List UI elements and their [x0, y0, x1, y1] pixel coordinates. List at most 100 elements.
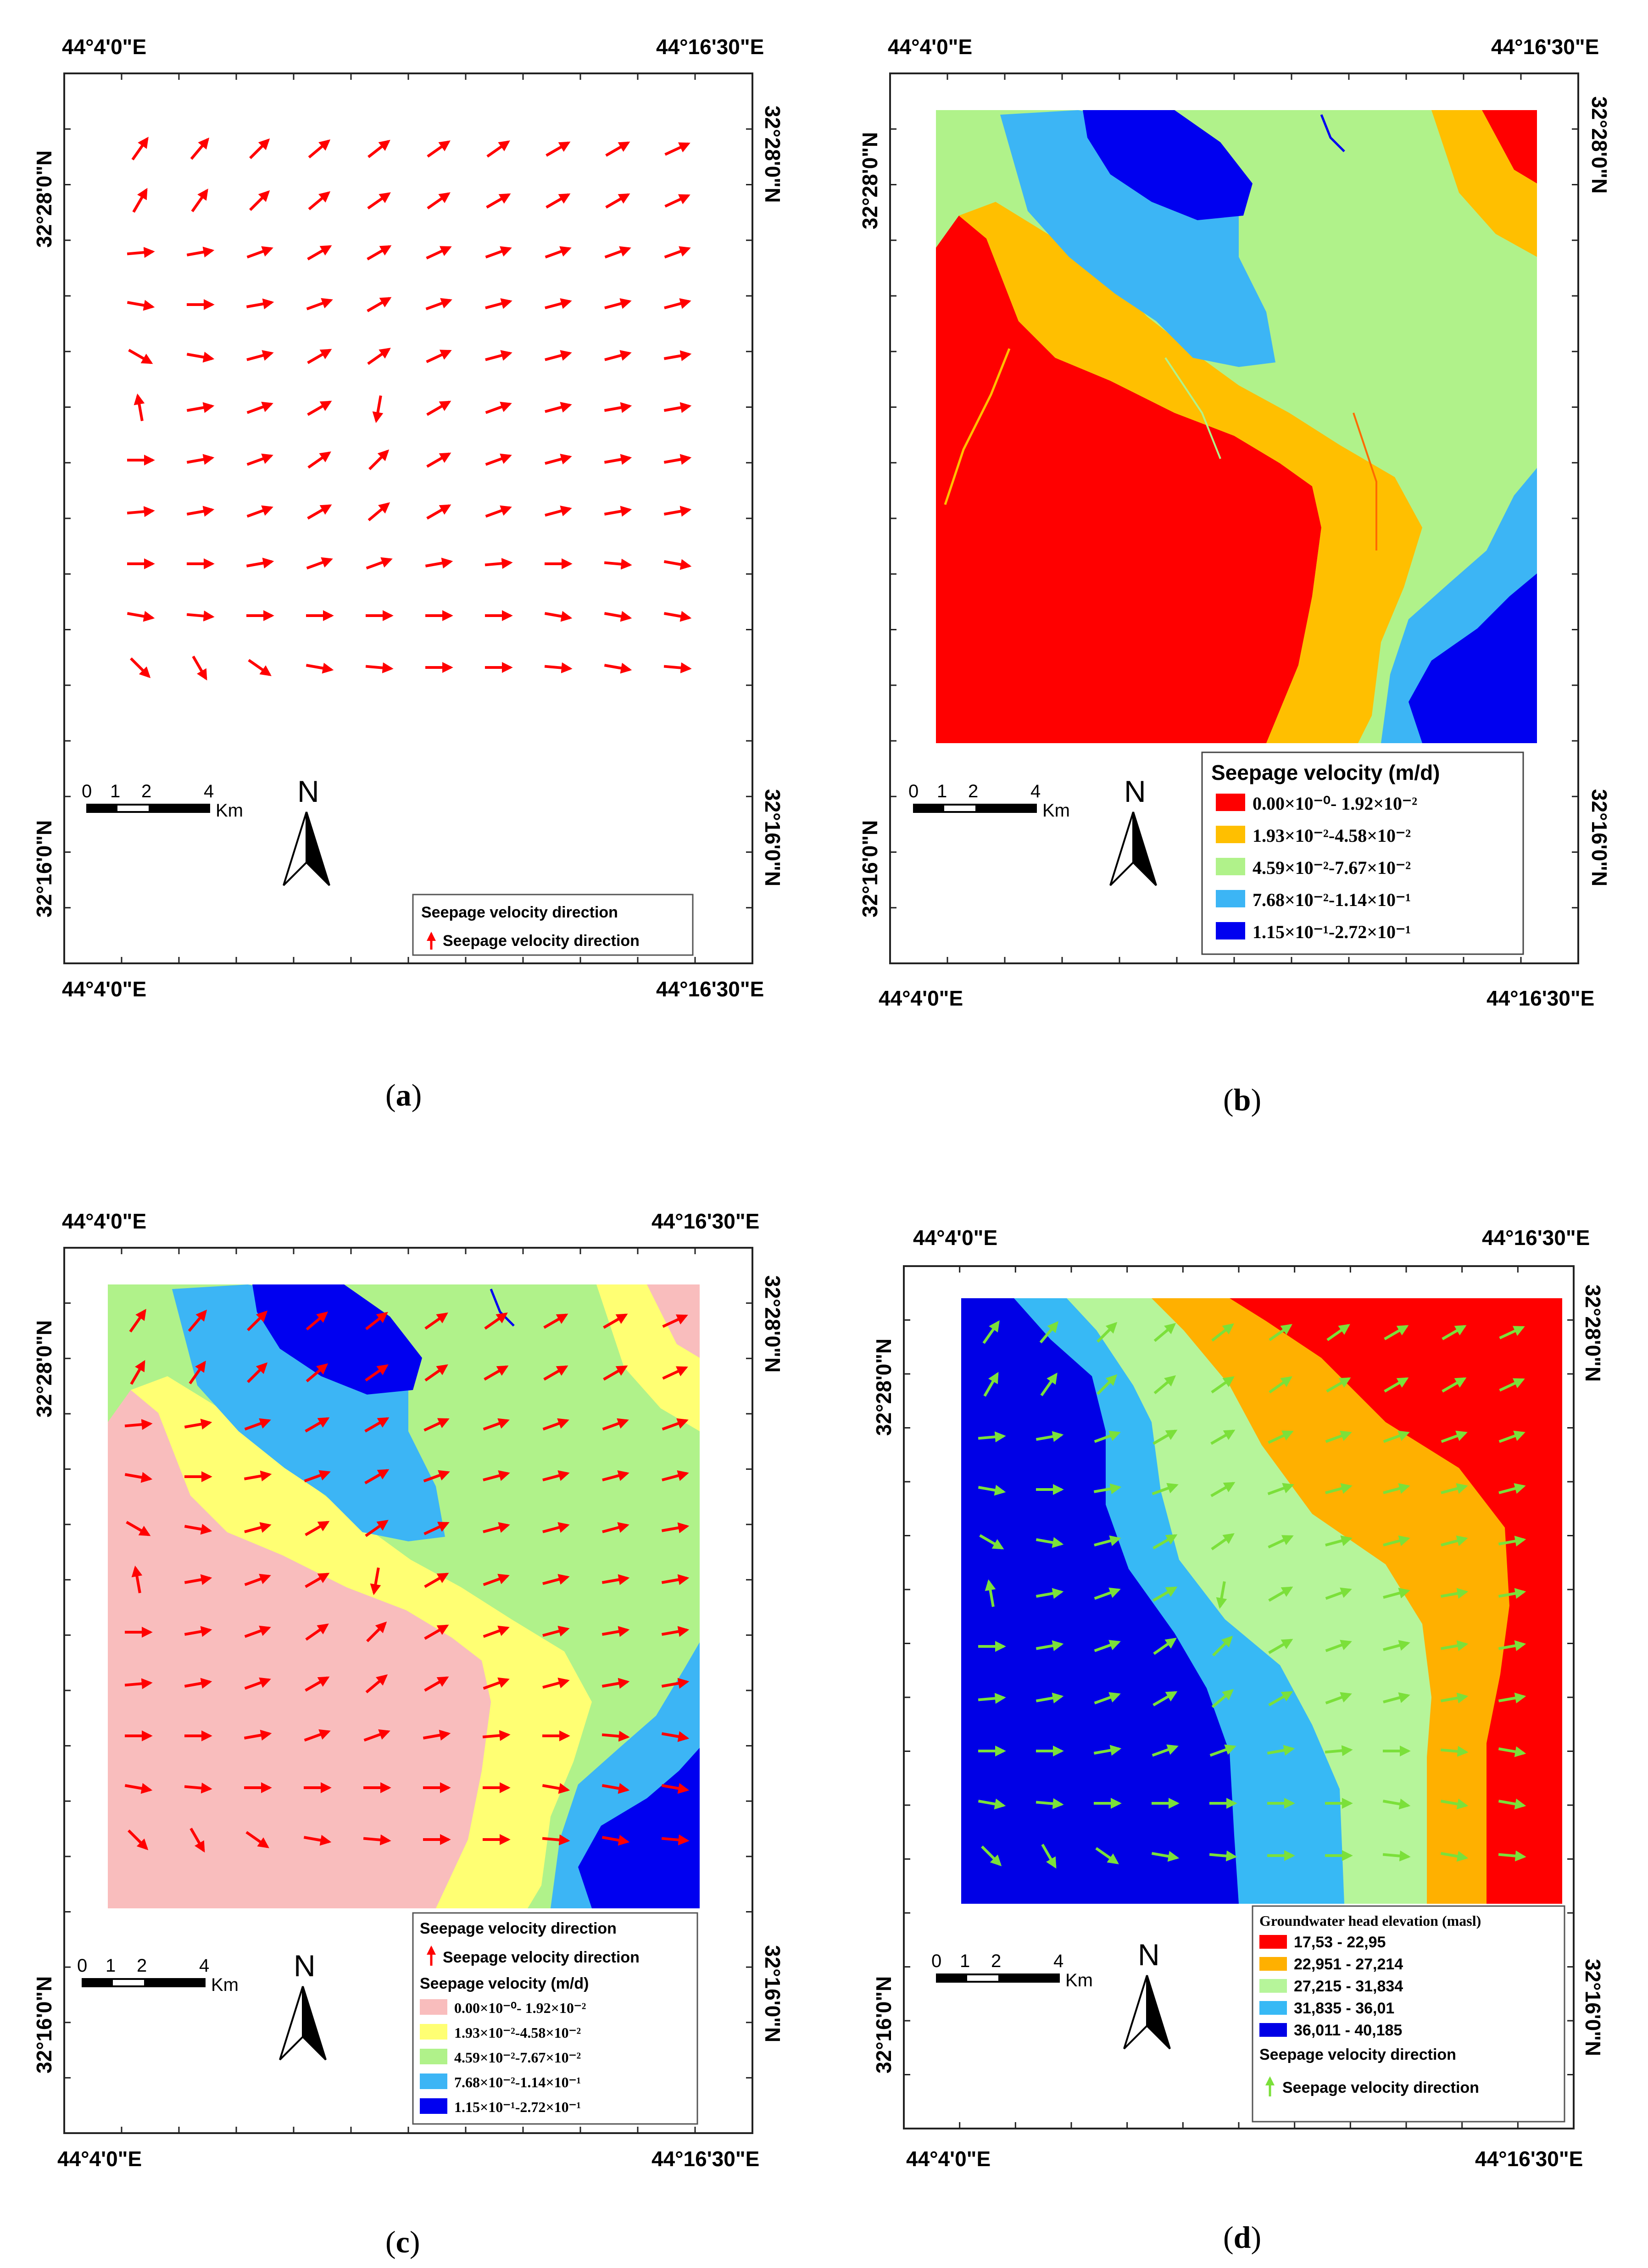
legend-label-4: 7.68×10⁻²-1.14×10⁻¹ — [454, 2074, 581, 2090]
velocity-arrow — [423, 1729, 451, 1741]
velocity-arrow — [424, 1624, 449, 1640]
velocity-arrow — [1325, 1587, 1352, 1600]
velocity-arrow — [1383, 1483, 1410, 1495]
panel-a-ticks — [64, 73, 752, 963]
velocity-arrow — [124, 1783, 153, 1794]
velocity-arrow — [367, 192, 391, 210]
panel-b-ticks — [890, 73, 1578, 963]
velocity-arrow — [1383, 1430, 1410, 1443]
panel-d-head-map — [961, 1298, 1562, 1904]
panel-c-north-arrow: N — [279, 1949, 327, 2061]
velocity-arrow — [1094, 1587, 1121, 1600]
velocity-arrow — [186, 610, 215, 622]
scale-unit: Km — [216, 800, 243, 821]
velocity-arrow — [366, 557, 393, 570]
velocity-arrow — [661, 1574, 690, 1585]
velocity-arrow — [978, 1798, 1006, 1810]
velocity-arrow — [542, 1678, 570, 1689]
velocity-arrow — [1498, 1746, 1526, 1757]
velocity-arrow — [1498, 1798, 1526, 1810]
velocity-arrow — [1036, 1692, 1064, 1704]
velocity-arrow — [1383, 1588, 1410, 1599]
scale-unit: Km — [1065, 1970, 1093, 1990]
velocity-arrow — [483, 1522, 510, 1534]
velocity-arrow — [601, 1678, 630, 1689]
velocity-arrow — [664, 298, 691, 310]
velocity-arrow — [542, 1574, 570, 1585]
velocity-arrow — [486, 140, 510, 158]
velocity-arrow — [1152, 1744, 1179, 1757]
velocity-arrow — [423, 1470, 450, 1483]
legend-swatch-2 — [1216, 826, 1245, 843]
velocity-arrow — [364, 1469, 390, 1484]
legend-swatch-1 — [1216, 794, 1245, 811]
velocity-arrow — [485, 505, 512, 518]
velocity-arrow — [244, 1625, 271, 1638]
panel-d-north-arrow: N — [1123, 1938, 1171, 2050]
scale-tick-4: 4 — [199, 1956, 209, 1976]
velocity-arrow — [664, 246, 691, 259]
velocity-arrow — [664, 142, 690, 156]
velocity-arrow — [1153, 1638, 1177, 1655]
velocity-arrow — [1212, 1635, 1233, 1657]
velocity-arrow — [1440, 1851, 1469, 1862]
panel-b-lon-west-top: 44°4'0"E — [888, 35, 972, 59]
velocity-arrow — [423, 1418, 450, 1432]
velocity-arrow — [307, 400, 332, 416]
scale-tick-4: 4 — [204, 781, 214, 801]
velocity-arrow — [542, 1470, 570, 1482]
velocity-arrow — [306, 557, 333, 570]
velocity-arrow — [663, 662, 692, 673]
velocity-arrow — [364, 1417, 390, 1433]
panel-c-lat-south-left: 32°16'0"N — [32, 1976, 56, 2073]
velocity-arrow — [1384, 1377, 1409, 1393]
velocity-arrow — [308, 191, 331, 211]
velocity-arrow — [1268, 1586, 1293, 1602]
velocity-arrow — [483, 1573, 510, 1586]
panel-d-lat-south-right: 32°16'0"N — [1581, 1959, 1605, 2056]
zone-mid-orange-ne — [1431, 110, 1537, 257]
panel-c-arrow-field — [124, 1309, 690, 1853]
velocity-arrow — [184, 1418, 212, 1430]
velocity-arrow — [367, 502, 390, 522]
panel-d-scale-bar: 0 1 2 4 Km — [931, 1951, 1093, 1990]
legend-direction-item: Seepage velocity direction — [1282, 2079, 1479, 2096]
scale-tick-0: 0 — [931, 1951, 941, 1971]
velocity-arrow — [131, 1565, 143, 1594]
velocity-arrow — [604, 506, 632, 517]
velocity-arrow — [426, 350, 452, 363]
velocity-arrow — [604, 662, 632, 674]
panel-a-north-arrow: N — [283, 774, 330, 886]
velocity-arrow — [1440, 1588, 1469, 1599]
velocity-arrow — [1498, 1640, 1526, 1651]
velocity-arrow — [249, 138, 270, 159]
legend-label-5: 1.15×10⁻¹-2.72×10⁻¹ — [454, 2099, 581, 2115]
velocity-arrow — [1210, 1429, 1236, 1445]
legend-head-2: 22,951 - 27,214 — [1294, 1956, 1403, 1973]
legend-direction-title: Seepage velocity direction — [420, 1920, 617, 1937]
velocity-arrow — [1498, 1588, 1526, 1599]
velocity-arrow — [127, 506, 155, 517]
velocity-arrow — [545, 454, 572, 465]
panel-b-lon-east-top: 44°16'30"E — [1491, 35, 1599, 59]
velocity-arrow — [306, 1363, 328, 1383]
zone-mid-orange — [959, 202, 1422, 743]
velocity-arrow — [372, 395, 384, 423]
velocity-arrow — [1382, 1850, 1411, 1862]
panel-a-lat-north-right: 32°28'0"N — [761, 106, 785, 203]
velocity-arrow — [542, 1626, 570, 1637]
velocity-arrow — [1093, 1745, 1122, 1756]
legend-head-4: 31,835 - 36,01 — [1294, 2000, 1394, 2017]
velocity-arrow — [1440, 1798, 1469, 1810]
velocity-arrow — [1325, 1430, 1352, 1443]
velocity-arrow — [134, 393, 145, 422]
panel-b-lat-north-right: 32°28'0"N — [1587, 96, 1611, 194]
velocity-arrow — [544, 662, 573, 673]
velocity-arrow — [186, 351, 215, 363]
velocity-arrow — [1499, 1378, 1525, 1392]
velocity-arrow — [424, 1676, 449, 1692]
velocity-arrow — [129, 1309, 146, 1333]
velocity-arrow — [1209, 1850, 1237, 1862]
legend-swatch-3 — [1216, 858, 1245, 875]
velocity-arrow — [1036, 1588, 1064, 1599]
